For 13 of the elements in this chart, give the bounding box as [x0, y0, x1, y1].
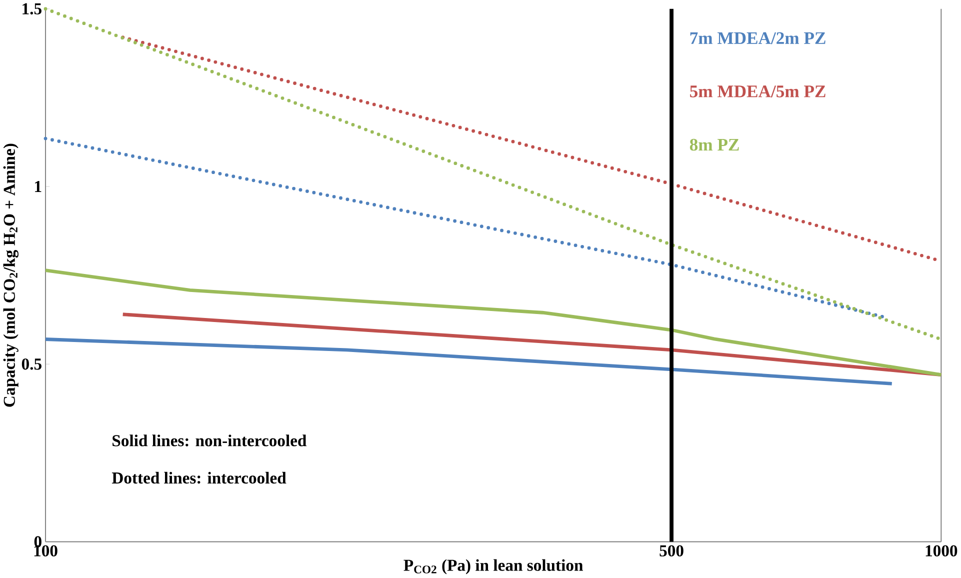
text: 8m PZ: [690, 139, 739, 151]
y-tick-label: 0.5: [22, 358, 42, 370]
x-tick-label: 1000: [926, 545, 958, 557]
y-tick-label: 1.5: [22, 3, 42, 15]
x-tick-label: 100: [34, 545, 58, 557]
x-axis-title: P$_{CO2}$ (Pa) in lean solution: [404, 559, 583, 575]
text: 7m MDEA/2m PZ: [690, 32, 826, 44]
annotation: Dotted lines: intercooled: [112, 472, 286, 484]
y-tick-label: 1: [35, 181, 42, 192]
text: 5m MDEA/5m PZ: [690, 86, 826, 98]
y-axis-title: Capacity (mol CO$_{2}$/kg H$_{2}$O + Amine): [3, 144, 18, 407]
annotation: Solid lines: non-intercooled: [112, 434, 307, 447]
x-tick-label: 500: [660, 545, 684, 557]
